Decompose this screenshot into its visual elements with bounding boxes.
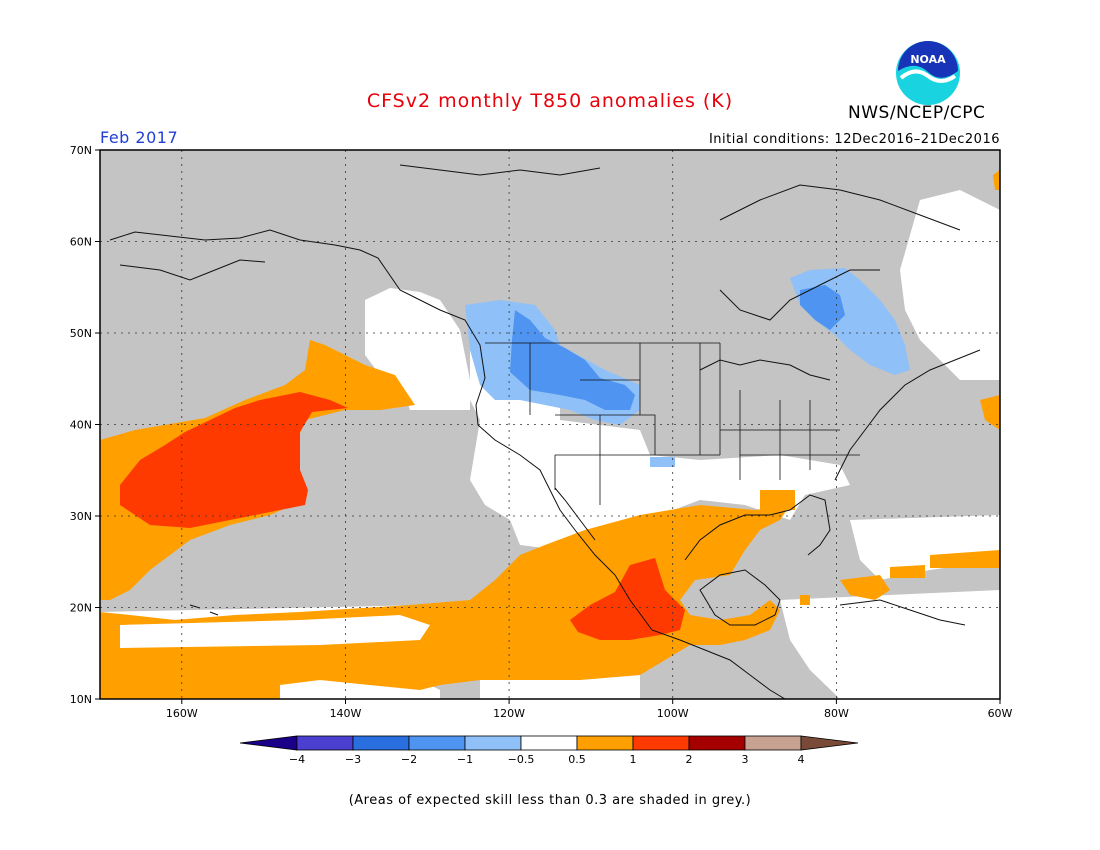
legend-label: −4 xyxy=(289,753,305,766)
legend-label: 4 xyxy=(798,753,805,766)
lat-label: 50N xyxy=(70,327,92,340)
lon-label: 140W xyxy=(330,707,362,720)
axis-ticks xyxy=(95,149,1001,704)
lat-label: 70N xyxy=(70,144,92,157)
graticule xyxy=(100,150,1000,699)
noaa-logo: NOAA xyxy=(896,41,960,105)
legend-label: −3 xyxy=(345,753,361,766)
lon-label: 60W xyxy=(988,707,1013,720)
legend-label: 0.5 xyxy=(568,753,586,766)
anomaly-plus-1 xyxy=(120,392,685,640)
lat-label: 20N xyxy=(70,602,92,615)
lon-label: 160W xyxy=(166,707,198,720)
legend-swatch xyxy=(464,735,522,751)
lat-label: 60N xyxy=(70,236,92,249)
coastlines xyxy=(109,164,981,699)
organization-label: NWS/NCEP/CPC xyxy=(848,103,986,123)
legend-swatch xyxy=(744,735,802,751)
legend-swatch xyxy=(296,735,354,751)
chart-title: CFSv2 monthly T850 anomalies (K) xyxy=(366,90,734,112)
legend-swatch xyxy=(239,735,298,751)
valid-period-label: Feb 2017 xyxy=(100,128,179,147)
lat-label: 30N xyxy=(70,510,92,523)
legend-label: 2 xyxy=(686,753,693,766)
legend-label: 1 xyxy=(630,753,637,766)
legend-swatch xyxy=(632,735,690,751)
lat-label: 40N xyxy=(70,419,92,432)
axis-labels: 70N 60N 50N 40N 30N 20N 10N 160W 140W 12… xyxy=(70,144,1013,720)
lon-label: 100W xyxy=(657,707,689,720)
legend-label: −1 xyxy=(457,753,473,766)
lon-label: 80W xyxy=(824,707,849,720)
lat-label: 10N xyxy=(70,693,92,706)
initial-conditions-label: Initial conditions: 12Dec2016–21Dec2016 xyxy=(708,132,1000,147)
lon-label: 120W xyxy=(493,707,525,720)
legend-swatch xyxy=(352,735,410,751)
legend-swatch xyxy=(800,735,859,751)
anomaly-minus-1 xyxy=(510,285,845,410)
legend-label: 3 xyxy=(742,753,749,766)
state-borders xyxy=(485,342,860,505)
logo-text: NOAA xyxy=(910,53,946,66)
legend-swatch xyxy=(688,735,746,751)
skill-footnote: (Areas of expected skill less than 0.3 a… xyxy=(348,793,752,808)
legend-label: −0.5 xyxy=(508,753,535,766)
color-legend: −4 −3 −2 −1 −0.5 0.5 1 2 3 4 xyxy=(239,735,859,766)
legend-swatch xyxy=(408,735,466,751)
legend-swatch xyxy=(520,735,578,751)
legend-swatch xyxy=(576,735,634,751)
legend-label: −2 xyxy=(401,753,417,766)
